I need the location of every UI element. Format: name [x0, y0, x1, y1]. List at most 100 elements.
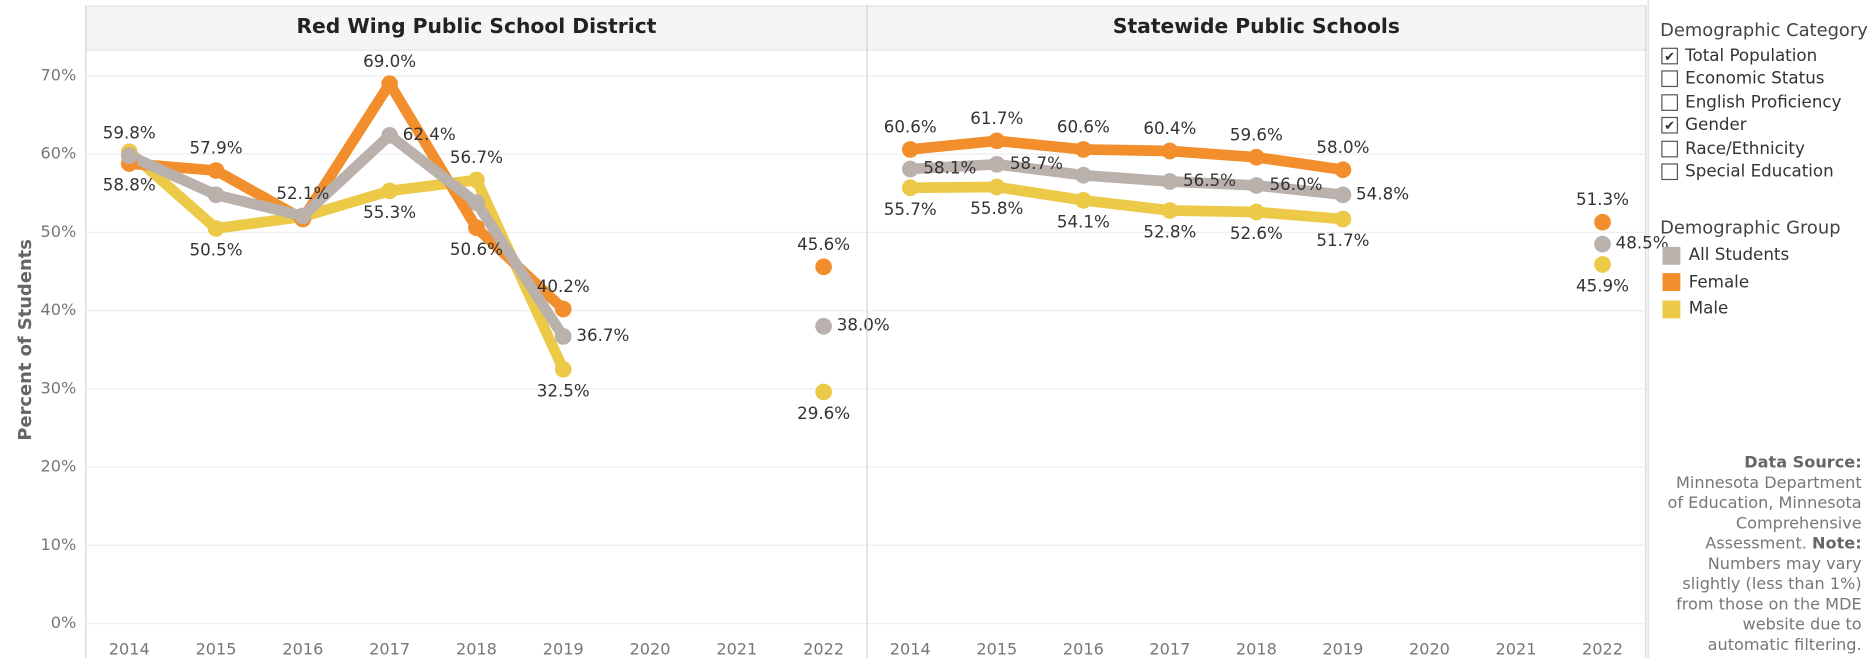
data-label: 38.0% — [837, 316, 890, 335]
filter-label: Race/Ethnicity — [1685, 139, 1805, 159]
data-label: 59.6% — [1230, 125, 1283, 144]
y-tick-label: 30% — [41, 378, 77, 397]
panel-title: Red Wing Public School District — [296, 14, 656, 38]
data-label: 62.4% — [403, 125, 456, 144]
data-point — [294, 207, 312, 225]
x-tick-label: 2021 — [716, 639, 757, 658]
y-tick-label: 60% — [41, 144, 77, 163]
y-axis-title: Percent of Students — [15, 239, 36, 441]
legend-swatch — [1662, 273, 1681, 292]
filter-title: Demographic Category — [1660, 19, 1868, 41]
data-label: 51.7% — [1316, 231, 1369, 250]
data-label: 60.4% — [1143, 119, 1196, 138]
data-point — [1161, 173, 1179, 190]
legend-item: All Students — [1660, 242, 1865, 269]
x-tick-label: 2017 — [369, 639, 410, 658]
source-heading: Data Source: — [1744, 453, 1862, 473]
data-label: 58.0% — [1316, 138, 1369, 157]
filter-label: Total Population — [1685, 46, 1818, 66]
data-point — [815, 317, 832, 335]
y-tick-label: 70% — [41, 65, 77, 84]
legend-item: Female — [1660, 269, 1865, 296]
x-tick-label: 2014 — [109, 639, 150, 658]
data-label: 52.8% — [1143, 223, 1196, 242]
legend-label: Female — [1688, 272, 1750, 292]
data-point — [468, 194, 485, 211]
data-label: 58.7% — [1010, 154, 1063, 173]
x-tick-label: 2014 — [890, 639, 931, 658]
legend-label: Male — [1688, 299, 1729, 319]
data-label: 29.6% — [797, 404, 850, 423]
checkbox: ✔ — [1661, 117, 1678, 134]
x-tick-label: 2020 — [630, 639, 671, 658]
data-label: 59.8% — [103, 124, 156, 143]
data-label: 55.8% — [970, 199, 1023, 218]
data-point — [901, 179, 919, 197]
legend-title: Demographic Group — [1660, 217, 1841, 239]
x-tick-label: 2016 — [282, 639, 323, 658]
x-tick-label: 2019 — [543, 639, 584, 658]
filter-label: Gender — [1685, 115, 1747, 136]
data-point — [1334, 161, 1352, 179]
data-point — [1248, 177, 1265, 194]
data-label: 48.5% — [1616, 234, 1669, 253]
data-point — [207, 220, 225, 237]
side-panel: Demographic Category ✔ Total Population Ec… — [1660, 19, 1868, 323]
data-label: 55.7% — [884, 200, 937, 219]
y-tick-label: 0% — [51, 613, 77, 632]
data-label: 61.7% — [970, 109, 1023, 128]
data-label: 56.7% — [450, 148, 503, 167]
filter-label: English Proficiency — [1685, 92, 1842, 112]
data-point — [815, 383, 832, 401]
y-tick-label: 50% — [41, 222, 77, 241]
data-point — [381, 127, 398, 144]
data-point — [1594, 213, 1611, 231]
data-point — [988, 132, 1006, 150]
checkbox: ✔ — [1661, 47, 1678, 65]
data-point — [120, 147, 138, 165]
data-point — [468, 171, 485, 189]
data-point — [1594, 235, 1611, 253]
data-label: 51.3% — [1576, 190, 1629, 209]
checkbox — [1661, 70, 1678, 88]
data-label: 60.6% — [1057, 117, 1110, 136]
data-point — [554, 360, 572, 378]
data-label: 50.5% — [190, 241, 243, 260]
filter-option[interactable]: Race/Ethnicity — [1660, 137, 1865, 160]
x-tick-label: 2015 — [196, 639, 237, 658]
note-text: Numbers may vary slightly (less than 1%)… — [1676, 554, 1862, 655]
note: Data Source: Minnesota Department of Edu… — [1660, 453, 1862, 656]
panel-title: Statewide Public Schools — [1113, 14, 1400, 38]
data-point — [1248, 203, 1265, 221]
data-label: 52.1% — [276, 184, 329, 203]
note-heading: Note: — [1812, 534, 1862, 554]
x-tick-label: 2021 — [1496, 639, 1537, 658]
x-tick-label: 2015 — [976, 639, 1017, 658]
x-tick-label: 2019 — [1322, 639, 1363, 658]
data-point — [554, 300, 572, 318]
filter-option[interactable]: English Proficiency — [1660, 91, 1865, 114]
data-point — [207, 186, 225, 204]
data-point — [1074, 191, 1092, 209]
data-point — [901, 160, 919, 178]
filter-option[interactable]: ✔ Total Population — [1660, 44, 1865, 67]
data-point — [815, 258, 832, 276]
data-label: 58.8% — [103, 176, 156, 195]
filter-option[interactable]: Special Education — [1660, 160, 1865, 183]
data-point — [1334, 186, 1352, 204]
legend-swatch — [1662, 246, 1681, 265]
x-tick-label: 2018 — [1236, 639, 1277, 658]
checkbox — [1661, 93, 1678, 111]
checkbox — [1661, 163, 1678, 181]
filter-options: ✔ Total Population Economic Status English … — [1660, 44, 1865, 184]
filter-option[interactable]: ✔ Gender — [1660, 114, 1865, 137]
y-tick-label: 40% — [41, 300, 77, 319]
data-point — [1334, 210, 1352, 228]
filter-option[interactable]: Economic Status — [1660, 67, 1865, 90]
data-label: 45.6% — [797, 235, 850, 254]
data-label: 55.3% — [363, 203, 416, 222]
data-point — [1594, 256, 1611, 273]
checkbox — [1661, 140, 1678, 158]
